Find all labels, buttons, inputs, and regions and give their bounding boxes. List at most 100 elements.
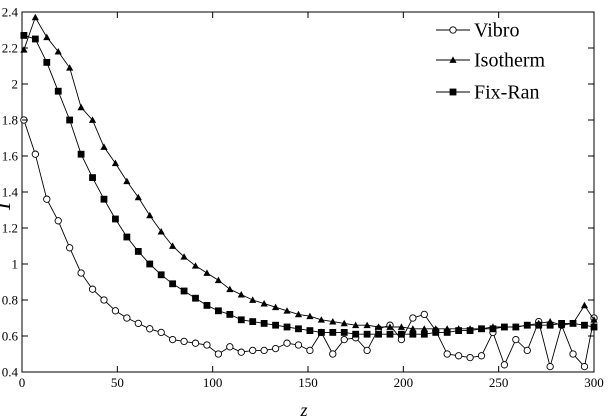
series-vibro	[20, 116, 598, 371]
data-point	[478, 325, 485, 333]
data-point	[523, 346, 531, 355]
data-point	[455, 327, 463, 334]
data-point	[283, 323, 291, 331]
data-point	[112, 215, 119, 223]
legend-marker	[449, 88, 457, 96]
data-point	[546, 362, 554, 371]
data-point	[180, 287, 188, 295]
y-tick-label: 2	[12, 77, 19, 92]
data-point	[31, 13, 39, 21]
data-point	[66, 244, 74, 252]
data-point	[398, 330, 405, 338]
data-point	[20, 46, 28, 53]
data-point	[203, 302, 211, 309]
data-point	[306, 312, 314, 320]
data-point	[134, 248, 142, 255]
data-point	[123, 233, 131, 241]
data-point	[294, 310, 303, 318]
legend-entry: Isotherm	[436, 50, 546, 72]
data-point	[443, 329, 451, 336]
data-point	[558, 320, 565, 327]
data-point	[180, 253, 188, 260]
data-point	[226, 311, 234, 318]
x-tick-label: 250	[489, 375, 509, 390]
x-tick-label: 150	[298, 375, 318, 390]
data-point	[134, 319, 142, 328]
data-point	[54, 217, 62, 225]
data-point	[294, 341, 303, 349]
y-tick-label: 0.8	[2, 293, 18, 308]
y-tick-label: 0.6	[2, 329, 19, 344]
data-point	[590, 316, 598, 323]
y-tick-label: 1	[12, 257, 19, 272]
data-point	[146, 325, 154, 333]
data-point	[66, 116, 74, 124]
data-point	[363, 330, 371, 338]
data-point	[146, 211, 154, 219]
data-point	[386, 323, 394, 330]
data-point	[249, 346, 257, 355]
data-point	[306, 346, 314, 355]
data-point	[260, 320, 268, 327]
data-point	[77, 269, 85, 277]
data-point	[420, 330, 428, 338]
data-point	[272, 321, 279, 329]
data-point	[260, 300, 268, 307]
legend-marker	[449, 56, 457, 63]
data-point	[226, 285, 234, 293]
data-point	[89, 174, 96, 181]
data-point	[157, 328, 165, 337]
data-point	[146, 260, 154, 268]
data-point	[88, 116, 97, 123]
data-point	[111, 307, 120, 315]
data-point	[169, 242, 177, 249]
y-tick-label: 2.4	[2, 5, 19, 20]
data-point	[409, 330, 417, 338]
x-tick-label: 300	[584, 375, 604, 390]
legend-marker	[449, 26, 457, 34]
data-point	[477, 352, 486, 360]
legend-label: Fix-Ran	[474, 82, 540, 104]
data-point	[100, 143, 108, 150]
data-point	[169, 280, 177, 288]
data-point	[329, 350, 337, 358]
data-point	[420, 325, 428, 332]
y-tick-label: 1.8	[2, 113, 18, 128]
data-point	[100, 296, 108, 304]
data-point	[512, 335, 520, 344]
data-point	[43, 195, 51, 203]
data-point	[317, 329, 325, 336]
data-point	[100, 195, 108, 203]
data-point	[214, 307, 222, 315]
data-point	[512, 323, 520, 331]
data-point	[271, 344, 280, 353]
data-point	[157, 228, 165, 235]
data-point	[386, 330, 394, 338]
data-point	[375, 330, 382, 338]
data-point	[363, 321, 371, 329]
data-point	[283, 339, 291, 347]
data-point	[226, 343, 234, 351]
data-point	[237, 316, 245, 324]
x-tick-label: 0	[19, 375, 26, 390]
y-tick-label: 0.4	[2, 365, 19, 380]
data-point	[523, 321, 531, 329]
data-point	[260, 346, 268, 355]
data-point	[77, 103, 85, 111]
x-tick-label: 100	[203, 375, 223, 390]
data-point	[340, 335, 348, 344]
y-tick-label: 1.2	[2, 221, 18, 236]
data-point	[123, 314, 131, 322]
data-point	[580, 362, 589, 371]
data-point	[535, 321, 543, 329]
data-point	[237, 291, 245, 298]
x-tick-label: 50	[111, 375, 124, 390]
data-point	[168, 335, 177, 344]
data-point	[237, 348, 245, 356]
data-point	[157, 271, 165, 279]
data-point	[466, 353, 474, 362]
y-tick-label: 1.6	[2, 149, 19, 164]
data-point	[409, 325, 417, 332]
data-point	[295, 325, 302, 333]
